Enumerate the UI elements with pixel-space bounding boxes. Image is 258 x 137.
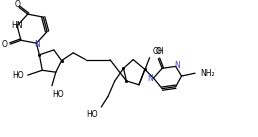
Text: O: O [14, 0, 20, 9]
Text: O: O [2, 40, 7, 49]
Text: O: O [155, 47, 161, 56]
Text: HN: HN [11, 21, 23, 30]
Text: N: N [148, 75, 154, 83]
Text: HO: HO [86, 110, 97, 119]
Text: NH₂: NH₂ [200, 69, 214, 78]
Text: N: N [174, 61, 180, 70]
Text: OH: OH [152, 47, 164, 56]
Text: N: N [35, 40, 40, 49]
Text: HO: HO [52, 90, 63, 99]
Text: HO: HO [12, 71, 24, 80]
